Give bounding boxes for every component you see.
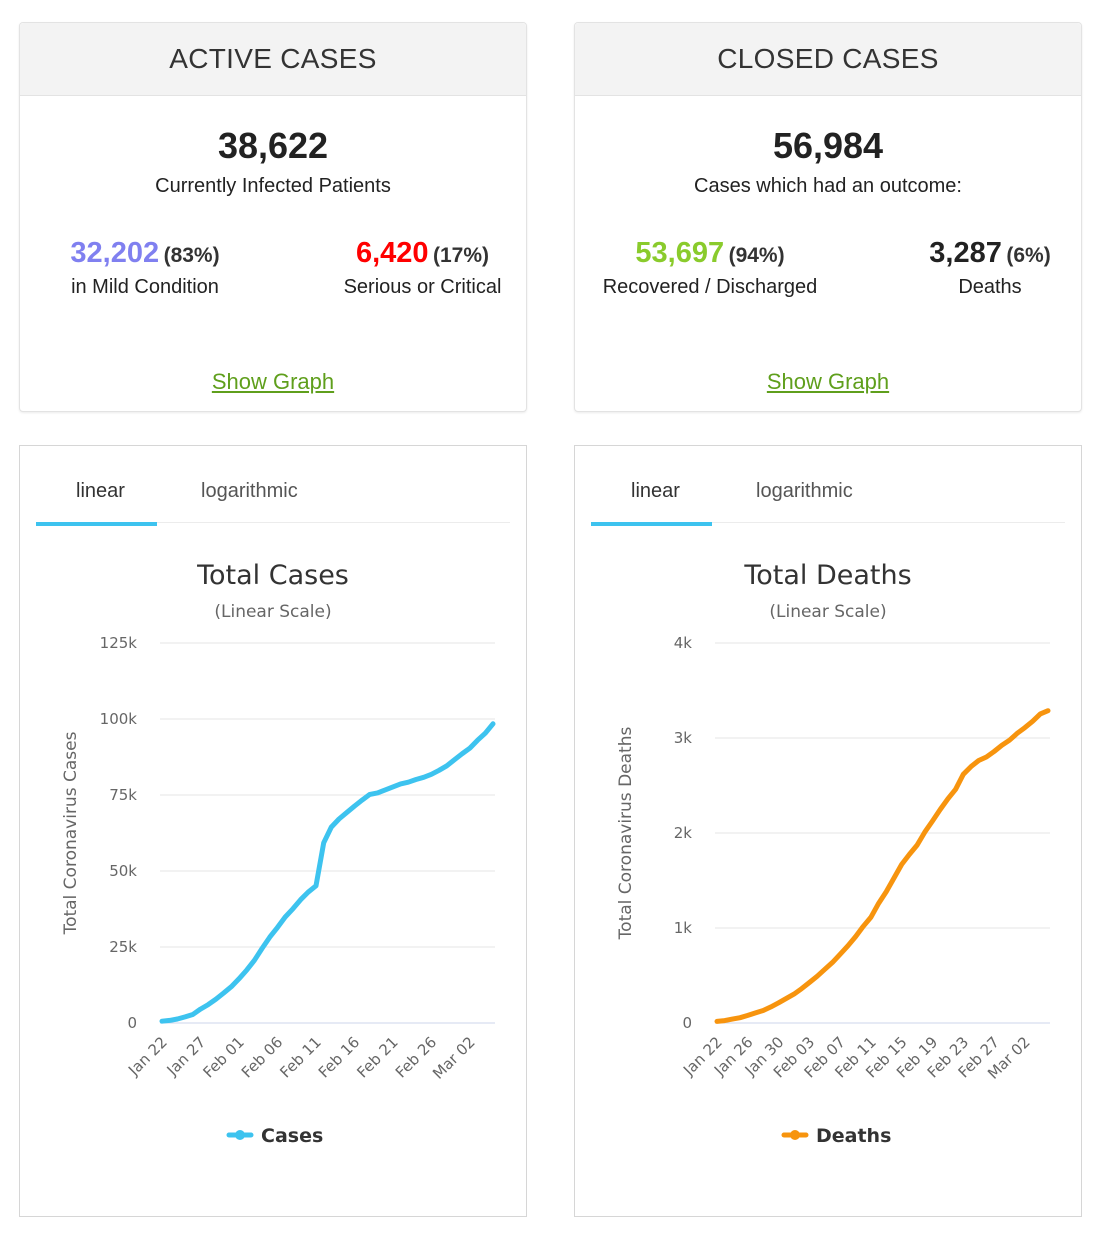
cases-ytick-label: 100k bbox=[100, 710, 138, 728]
deaths-ytick-label: 3k bbox=[674, 729, 693, 747]
serious-critical-label: Serious or Critical bbox=[343, 276, 502, 298]
tab-linear-deaths[interactable]: linear bbox=[631, 480, 680, 502]
deaths-legend-label: Deaths bbox=[816, 1125, 891, 1147]
deaths-y-axis-label: Total Coronavirus Deaths bbox=[616, 727, 636, 941]
recovered-stat: 53,697 (94%) Recovered / Discharged bbox=[590, 237, 830, 299]
cases-ytick-label: 25k bbox=[109, 938, 137, 956]
tab-linear-cases[interactable]: linear bbox=[76, 480, 125, 502]
cases-ytick-label: 0 bbox=[127, 1014, 137, 1032]
deaths-series-line bbox=[714, 708, 1051, 1024]
closed-cases-card: CLOSED CASES 56,984 Cases which had an o… bbox=[574, 22, 1082, 412]
mild-condition-value: 32,202 bbox=[70, 237, 160, 269]
cases-xtick-label: Feb 21 bbox=[353, 1033, 401, 1081]
deaths-ytick-label: 1k bbox=[674, 919, 693, 937]
deaths-chart-subtitle: (Linear Scale) bbox=[769, 602, 886, 622]
closed-cases-subtitle: Cases which had an outcome: bbox=[694, 175, 962, 197]
deaths-percent: (6%) bbox=[1006, 244, 1051, 267]
mild-condition-stat: 32,202 (83%) in Mild Condition bbox=[30, 237, 260, 299]
cases-chart-subtitle: (Linear Scale) bbox=[214, 602, 331, 622]
active-cases-total: 38,622 bbox=[217, 125, 329, 166]
cases-ytick-label: 50k bbox=[109, 862, 137, 880]
active-show-graph-link[interactable]: Show Graph bbox=[211, 369, 335, 394]
active-tab-indicator bbox=[591, 522, 712, 526]
deaths-value: 3,287 bbox=[929, 237, 1002, 269]
cases-ytick-label: 125k bbox=[100, 634, 138, 652]
active-cases-subtitle: Currently Infected Patients bbox=[155, 175, 391, 197]
closed-cases-title: CLOSED CASES bbox=[575, 23, 1081, 96]
deaths-stat: 3,287 (6%) Deaths bbox=[895, 237, 1085, 299]
deaths-chart-title: Total Deaths bbox=[743, 560, 911, 591]
deaths-ytick-label: 2k bbox=[674, 824, 693, 842]
cases-series-line bbox=[159, 721, 496, 1024]
deaths-ytick-label: 4k bbox=[674, 634, 693, 652]
active-tab-indicator bbox=[36, 522, 157, 526]
active-cases-title: ACTIVE CASES bbox=[20, 23, 526, 96]
serious-critical-stat: 6,420 (17%) Serious or Critical bbox=[310, 237, 535, 299]
deaths-ytick-label: 0 bbox=[682, 1014, 692, 1032]
cases-y-axis-label: Total Coronavirus Cases bbox=[61, 731, 81, 935]
active-cases-card: ACTIVE CASES 38,622 Currently Infected P… bbox=[19, 22, 527, 412]
serious-critical-percent: (17%) bbox=[433, 244, 490, 267]
cases-xtick-label: Feb 11 bbox=[276, 1033, 324, 1081]
recovered-percent: (94%) bbox=[728, 244, 785, 267]
total-cases-graph-card: linear logarithmic Total Cases (Linear Sc… bbox=[19, 445, 527, 1217]
recovered-value: 53,697 bbox=[635, 237, 725, 269]
mild-condition-label: in Mild Condition bbox=[71, 276, 219, 298]
cases-chart-title: Total Cases bbox=[196, 560, 349, 591]
cases-legend-marker bbox=[235, 1130, 245, 1140]
deaths-label: Deaths bbox=[958, 276, 1022, 298]
cases-xtick-label: Feb 06 bbox=[238, 1033, 286, 1081]
cases-legend-label: Cases bbox=[261, 1125, 323, 1147]
tab-logarithmic-deaths[interactable]: logarithmic bbox=[756, 480, 853, 502]
deaths-scale-tabs: linear logarithmic bbox=[591, 446, 1065, 526]
total-cases-chart: Total Cases (Linear Scale) 0 25k 50k 75k 100k 1… bbox=[61, 560, 496, 1147]
cases-xtick-label: Mar 02 bbox=[429, 1033, 479, 1083]
cases-ytick-label: 75k bbox=[109, 786, 137, 804]
cases-xtick-label: Feb 01 bbox=[199, 1033, 247, 1081]
mild-condition-percent: (83%) bbox=[163, 244, 220, 267]
cases-xtick-label: Jan 22 bbox=[124, 1033, 171, 1080]
total-deaths-graph-card: linear logarithmic Total Deaths (Linear S… bbox=[574, 445, 1082, 1217]
tab-logarithmic-cases[interactable]: logarithmic bbox=[201, 480, 298, 502]
closed-cases-total: 56,984 bbox=[772, 125, 884, 166]
serious-critical-value: 6,420 bbox=[355, 237, 429, 269]
cases-xtick-label: Feb 16 bbox=[315, 1033, 363, 1081]
closed-show-graph-link[interactable]: Show Graph bbox=[766, 369, 890, 394]
deaths-legend-marker bbox=[790, 1130, 800, 1140]
cases-scale-tabs: linear logarithmic bbox=[36, 446, 510, 526]
total-deaths-chart: Total Deaths (Linear Scale) 0 1k 2k 3k 4k Total… bbox=[616, 560, 1051, 1147]
recovered-label: Recovered / Discharged bbox=[602, 276, 818, 298]
